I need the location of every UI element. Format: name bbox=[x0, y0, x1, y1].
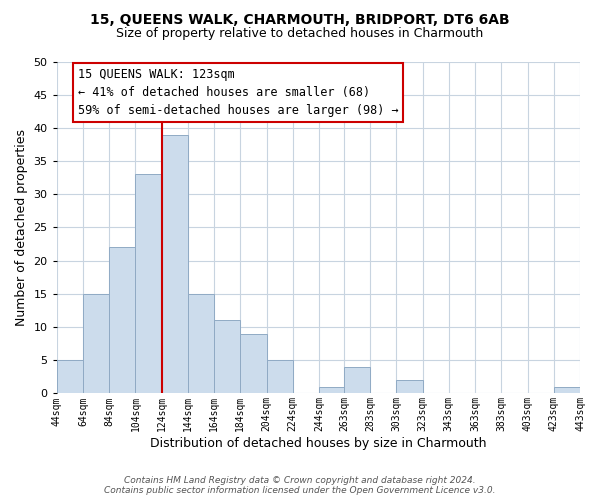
Text: 15 QUEENS WALK: 123sqm
← 41% of detached houses are smaller (68)
59% of semi-det: 15 QUEENS WALK: 123sqm ← 41% of detached… bbox=[77, 68, 398, 117]
Bar bbox=[241, 334, 266, 394]
Bar bbox=[136, 174, 161, 394]
Bar bbox=[214, 320, 241, 394]
Bar bbox=[57, 360, 83, 394]
Bar bbox=[554, 387, 580, 394]
Bar bbox=[319, 387, 344, 394]
Bar bbox=[109, 248, 136, 394]
Bar bbox=[397, 380, 422, 394]
Bar bbox=[266, 360, 293, 394]
Text: 15, QUEENS WALK, CHARMOUTH, BRIDPORT, DT6 6AB: 15, QUEENS WALK, CHARMOUTH, BRIDPORT, DT… bbox=[90, 12, 510, 26]
Text: Size of property relative to detached houses in Charmouth: Size of property relative to detached ho… bbox=[116, 28, 484, 40]
Bar bbox=[161, 134, 188, 394]
X-axis label: Distribution of detached houses by size in Charmouth: Distribution of detached houses by size … bbox=[150, 437, 487, 450]
Bar bbox=[344, 367, 370, 394]
Bar bbox=[188, 294, 214, 394]
Bar bbox=[83, 294, 109, 394]
Y-axis label: Number of detached properties: Number of detached properties bbox=[15, 129, 28, 326]
Text: Contains HM Land Registry data © Crown copyright and database right 2024.
Contai: Contains HM Land Registry data © Crown c… bbox=[104, 476, 496, 495]
